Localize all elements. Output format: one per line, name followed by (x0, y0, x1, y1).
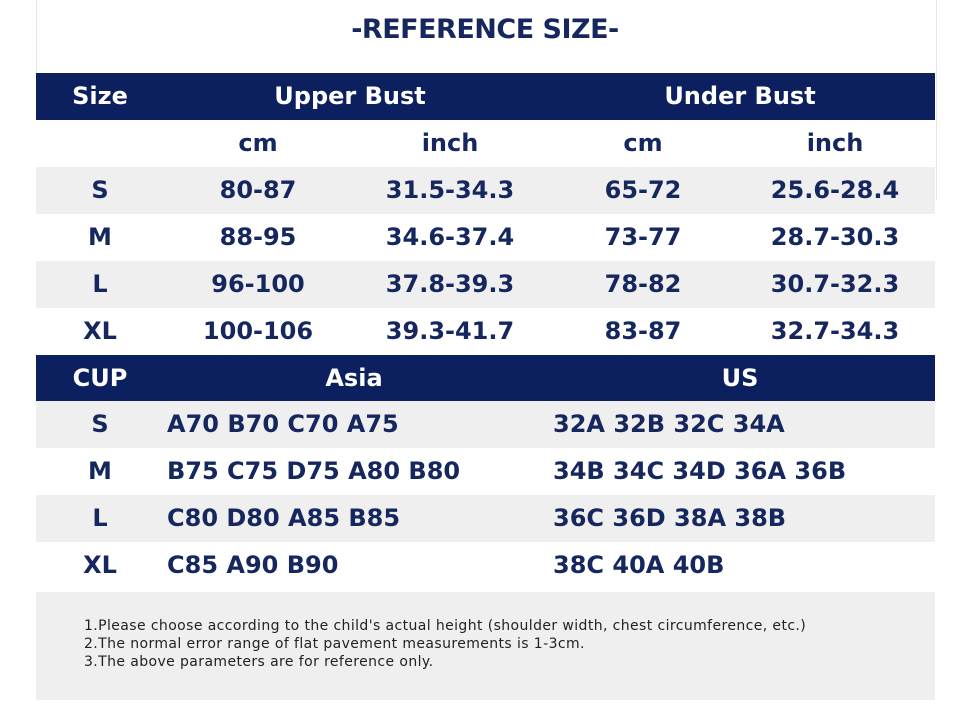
cell: 65-72 (604, 176, 682, 204)
cell: 36C 36D 38A 38B (553, 504, 787, 532)
cell: CUP (72, 364, 128, 392)
cell: US (721, 364, 759, 392)
subheader-row: cm inch cm inch (36, 120, 935, 167)
cell: 32.7-34.3 (770, 317, 900, 345)
cell: M (88, 223, 112, 251)
cell: 38C 40A 40B (553, 551, 725, 579)
cell: C85 A90 B90 (167, 551, 339, 579)
cell: 28.7-30.3 (770, 223, 900, 251)
cell: 80-87 (219, 176, 297, 204)
cell: 25.6-28.4 (770, 176, 900, 204)
cup-row: XL C85 A90 B90 38C 40A 40B (36, 542, 935, 589)
cell: M (88, 457, 112, 485)
cell: 100-106 (202, 317, 314, 345)
cell: inch (806, 129, 864, 157)
header-row: CUP Asia US (36, 355, 935, 402)
cell: 31.5-34.3 (385, 176, 515, 204)
cell: cm (623, 129, 663, 157)
size-row: L 96-100 37.8-39.3 78-82 30.7-32.3 (36, 261, 935, 308)
cup-row: L C80 D80 A85 B85 36C 36D 38A 38B (36, 495, 935, 542)
cell: 30.7-32.3 (770, 270, 900, 298)
cell: Upper Bust (274, 82, 426, 110)
cell: 39.3-41.7 (385, 317, 515, 345)
cell: 37.8-39.3 (385, 270, 515, 298)
cell: 83-87 (604, 317, 682, 345)
cell: S (91, 176, 109, 204)
cell: inch (421, 129, 479, 157)
cell: 73-77 (604, 223, 682, 251)
cell: S (91, 410, 109, 438)
cell: 96-100 (211, 270, 305, 298)
cell: cm (238, 129, 278, 157)
size-row: S 80-87 31.5-34.3 65-72 25.6-28.4 (36, 167, 935, 214)
cell: C80 D80 A85 B85 (167, 504, 401, 532)
note: 2.The normal error range of flat pavemen… (84, 636, 585, 652)
note: 1.Please choose according to the child's… (84, 618, 807, 634)
header-row: Size Upper Bust Under Bust (36, 73, 935, 120)
notes-box: 1.Please choose according to the child's… (36, 592, 935, 700)
cell: Asia (325, 364, 383, 392)
cup-row: M B75 C75 D75 A80 B80 34B 34C 34D 36A 36B (36, 448, 935, 495)
cell: XL (83, 551, 117, 579)
cup-row: S A70 B70 C70 A75 32A 32B 32C 34A (36, 401, 935, 448)
title: -REFERENCE SIZE- (351, 14, 619, 45)
size-row: M 88-95 34.6-37.4 73-77 28.7-30.3 (36, 214, 935, 261)
cell: A70 B70 C70 A75 (167, 410, 399, 438)
cell: 88-95 (219, 223, 297, 251)
size-row: XL 100-106 39.3-41.7 83-87 32.7-34.3 (36, 308, 935, 355)
cell: B75 C75 D75 A80 B80 (167, 457, 461, 485)
cell: Size (72, 82, 128, 110)
cell: 34.6-37.4 (385, 223, 515, 251)
note: 3.The above parameters are for reference… (84, 654, 434, 670)
cell: 34B 34C 34D 36A 36B (553, 457, 847, 485)
cell: 32A 32B 32C 34A (553, 410, 785, 438)
cell: Under Bust (664, 82, 816, 110)
cell: L (92, 270, 108, 298)
cell: 78-82 (604, 270, 682, 298)
cell: L (92, 504, 108, 532)
cell: XL (83, 317, 117, 345)
